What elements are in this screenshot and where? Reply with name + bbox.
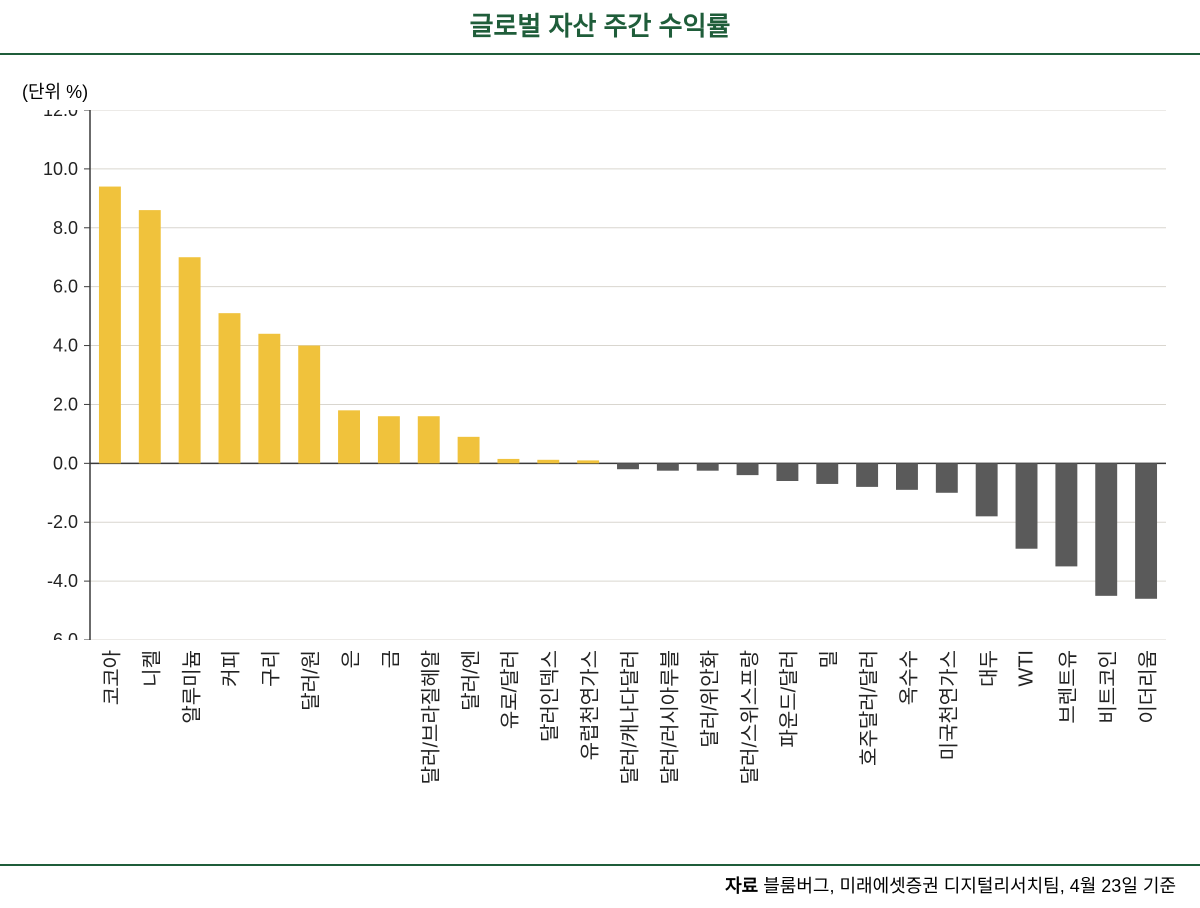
x-axis-label: 달러/엔 (454, 650, 483, 711)
x-axis-label: 은 (335, 650, 364, 668)
svg-text:-2.0: -2.0 (47, 512, 78, 532)
x-axis-label: 코코아 (95, 650, 124, 705)
svg-text:2.0: 2.0 (53, 394, 78, 414)
svg-text:-6.0: -6.0 (47, 630, 78, 640)
x-axis-label: 달러/캐나다달러 (613, 650, 642, 784)
x-axis-label: 호주달러/달러 (853, 650, 882, 766)
x-axis-label: 달러/러시아루블 (653, 650, 682, 784)
unit-label: (단위 %) (22, 78, 88, 104)
svg-text:0.0: 0.0 (53, 453, 78, 473)
x-axis-label: 비트코인 (1092, 650, 1121, 724)
chart-area: 12.0 10.0 8.0 6.0 4.0 2.0 0.0 -2.0 -4.0 -6.0 (30, 110, 1170, 640)
bottom-rule (0, 864, 1200, 866)
x-axis-label: 달러/브라질헤알 (414, 650, 443, 784)
x-axis-label: 달러/위안화 (693, 650, 722, 748)
svg-text:10.0: 10.0 (43, 159, 78, 179)
svg-text:-4.0: -4.0 (47, 571, 78, 591)
x-axis-label: 달러/스위스프랑 (733, 650, 762, 784)
x-axis-label: 니켈 (135, 650, 164, 687)
x-axis-label: 대두 (972, 650, 1001, 687)
chart-title: 글로벌 자산 주간 수익률 (0, 0, 1200, 53)
x-axis-label: 커피 (215, 650, 244, 687)
x-axis-label: 유럽천연가스 (574, 650, 603, 760)
svg-text:12.0: 12.0 (43, 110, 78, 120)
x-axis-label: 구리 (255, 650, 284, 687)
x-axis-label: 옥수수 (892, 650, 921, 705)
top-rule (0, 53, 1200, 55)
source-label: 자료 (725, 876, 758, 896)
x-axis-label: 달러/원 (295, 650, 324, 711)
svg-text:4.0: 4.0 (53, 336, 78, 356)
x-axis-label: WTI (1015, 650, 1038, 687)
x-axis-labels: 코코아 니켈 알루미늄 커피 구리 달러/원 은금 달러/브라질헤알 달러/엔 유로/달러 달러인덱… (30, 650, 1170, 880)
x-axis-label: 파운드/달러 (773, 650, 802, 748)
svg-text:6.0: 6.0 (53, 277, 78, 297)
svg-text:8.0: 8.0 (53, 218, 78, 238)
source-line: 자료 블룸버그, 미래에셋증권 디지털리서치팀, 4월 23일 기준 (725, 872, 1176, 898)
x-axis-label: 금 (374, 650, 403, 668)
x-axis-label: 유로/달러 (494, 650, 523, 729)
x-axis-label: 밀 (813, 650, 842, 668)
bar-chart: 12.0 10.0 8.0 6.0 4.0 2.0 0.0 -2.0 -4.0 -6.0 (30, 110, 1170, 640)
x-axis-label: 브렌트유 (1052, 650, 1081, 724)
x-axis-label: 알루미늄 (175, 650, 204, 724)
x-axis-label: 달러인덱스 (534, 650, 563, 742)
x-axis-label: 미국천연가스 (932, 650, 961, 760)
source-text: 블룸버그, 미래에셋증권 디지털리서치팀, 4월 23일 기준 (763, 876, 1176, 896)
x-axis-label: 이더리움 (1132, 650, 1161, 724)
